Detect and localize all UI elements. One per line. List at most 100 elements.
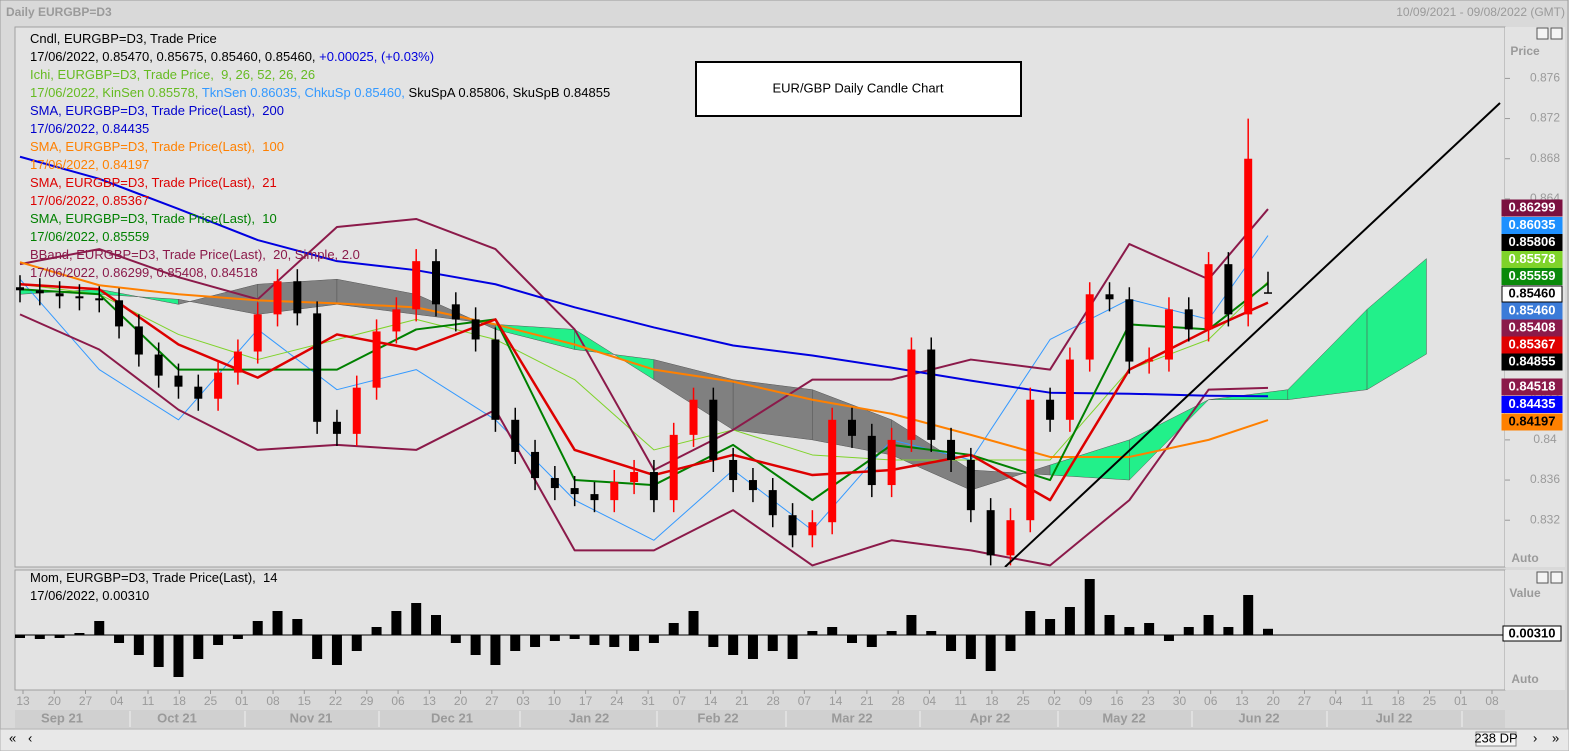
legend-text: 17/06/2022, 0.84435 [30,121,149,136]
price-label-box [1501,217,1563,234]
momentum-bar [173,635,184,677]
candle-body [550,478,559,489]
scroll-last[interactable]: » [1552,730,1559,745]
candle-body [1204,264,1213,330]
month-label: Jun 22 [1238,710,1279,725]
legend-text: Mom, EURGBP=D3, Trade Price(Last), 14 [30,570,277,585]
momentum-bar [470,635,481,655]
x-tick-label: 13 [423,694,437,708]
candle-body [1145,359,1154,362]
momentum-bar [866,635,877,647]
candle-body [709,399,718,460]
price-label: 0.85460 [1509,285,1556,300]
price-label: 0.85408 [1509,319,1556,334]
momentum-bar [589,635,600,645]
x-tick-label: 07 [673,694,687,708]
y-tick-label: 0.876 [1530,71,1560,85]
month-band [15,710,1505,728]
candle-body [471,319,480,340]
candle-body [1264,292,1272,294]
y-tick-label: 0.832 [1530,512,1560,526]
x-tick-label: 02 [1048,694,1062,708]
price-label: 0.85806 [1509,234,1556,249]
legend-text: 17/06/2022, KinSen 0.85578, [30,85,202,100]
candle-body [649,472,658,501]
momentum-bar [272,611,283,635]
candle-body [1164,309,1173,360]
indicator-line [19,313,1269,567]
x-tick-label: 27 [485,694,499,708]
candle-body [253,314,262,352]
candle-body [214,372,223,399]
scroll-next[interactable]: › [1533,730,1537,745]
scrollbar[interactable] [0,728,1569,751]
y-tick-label: 0.84 [1533,432,1557,446]
legend-line: SMA, EURGBP=D3, Trade Price(Last), 10 [30,211,277,226]
scroll-prev[interactable]: ‹ [28,730,32,745]
momentum-bar [609,635,620,647]
candle-body [154,354,163,376]
candle-body [1006,520,1015,556]
x-tick-label: 06 [391,694,405,708]
momentum-bar [807,631,818,635]
close-button[interactable] [1550,571,1563,584]
x-tick-label: 01 [1454,694,1468,708]
ichimoku-cloud [1366,258,1427,391]
candle-body [55,293,64,297]
candle-body [887,439,896,486]
legend-text: SMA, EURGBP=D3, Trade Price(Last), 100 [30,139,284,154]
candle-body [1085,294,1094,360]
indicator-line [19,155,1269,398]
legend-line: Mom, EURGBP=D3, Trade Price(Last), 14 [30,570,277,585]
price-label: 0.84435 [1509,396,1556,411]
scroll-first[interactable]: « [9,730,16,745]
price-label-box [1501,199,1563,217]
candle-body [768,490,777,516]
momentum-bar [450,635,461,643]
price-plot [16,118,1427,567]
header-right: 10/09/2021 - 09/08/2022 (GMT) [1396,5,1565,19]
x-tick-label: 27 [79,694,93,708]
x-tick-label: 21 [860,694,874,708]
close-button[interactable] [1550,27,1563,40]
momentum-bar [1223,627,1234,635]
x-tick-label: 25 [1016,694,1030,708]
candle-body [748,480,757,491]
y-tick-label: 0.868 [1530,151,1560,165]
momentum-bar [15,635,25,638]
momentum-bar [1183,627,1194,635]
legend-text: SkuSpA 0.85806, SkuSpB 0.84855 [409,85,611,100]
candle-body [689,399,698,435]
price-label: 0.85367 [1509,336,1556,351]
panel-buttons [1536,27,1563,584]
momentum-bar [946,635,957,651]
legend-line: BBand, EURGBP=D3, Trade Price(Last), 20,… [30,247,360,262]
labels: 0.8760.8720.8680.8640.860.8560.8520.8480… [16,31,1563,727]
momentum-bar [193,635,204,659]
legend-text: 17/06/2022, 0.84197 [30,157,149,172]
y-tick-label: 0.872 [1530,111,1560,125]
x-tick-label: 09 [1079,694,1093,708]
momentum-bar [728,635,739,655]
restore-button[interactable] [1536,571,1549,584]
month-label: Jul 22 [1376,710,1413,725]
price-label: 0.85578 [1509,251,1556,266]
candle-body [986,510,995,556]
momentum-bar [1163,635,1174,641]
x-tick-label: 15 [298,694,312,708]
momentum-panel [14,569,1506,691]
momentum-bar [767,635,778,651]
axis-label: Price [1510,44,1540,58]
legend-line: 17/06/2022, 0.85559 [30,229,149,244]
x-tick-label: 04 [110,694,124,708]
momentum-bar [1104,615,1115,635]
legend-line: 17/06/2022, 0.84435 [30,121,149,136]
x-tick-label: 20 [1267,694,1281,708]
x-tick-label: 06 [1204,694,1218,708]
momentum-plot [15,579,1505,677]
restore-button[interactable] [1536,27,1549,40]
candle-body [35,290,44,294]
ichimoku-cloud [732,379,813,441]
candle-body [729,459,738,481]
